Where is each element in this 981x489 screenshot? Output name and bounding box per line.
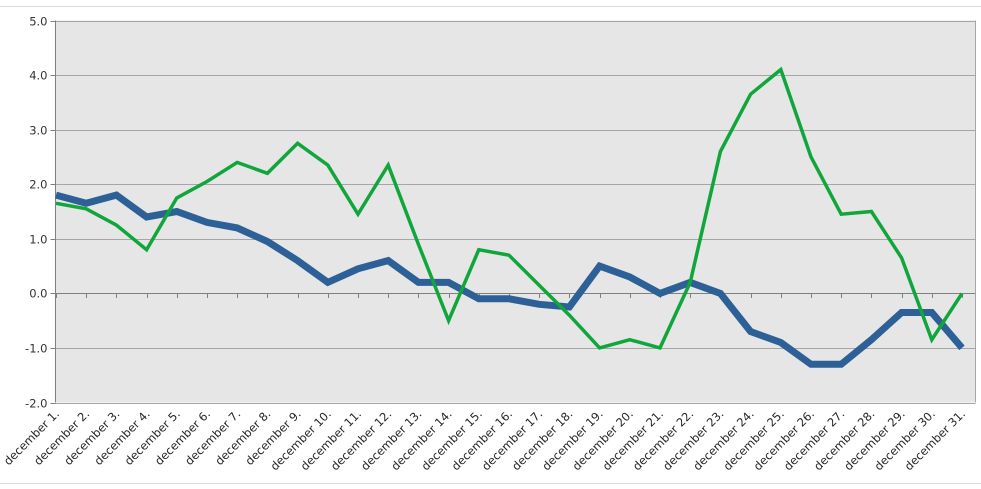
y-axis-label: 0.0	[29, 287, 47, 301]
y-axis-label: 4.0	[29, 69, 47, 83]
green-series-line	[55, 66, 964, 350]
plot-area	[55, 20, 976, 403]
y-axis-label: -2.0	[25, 397, 47, 411]
y-axis-label: 2.0	[29, 178, 47, 192]
y-axis-label: -1.0	[25, 342, 47, 356]
blue-series-line	[55, 191, 965, 368]
y-axis-label: 1.0	[29, 233, 47, 247]
y-axis-label: 5.0	[29, 15, 47, 29]
y-axis-label: 3.0	[29, 124, 47, 138]
